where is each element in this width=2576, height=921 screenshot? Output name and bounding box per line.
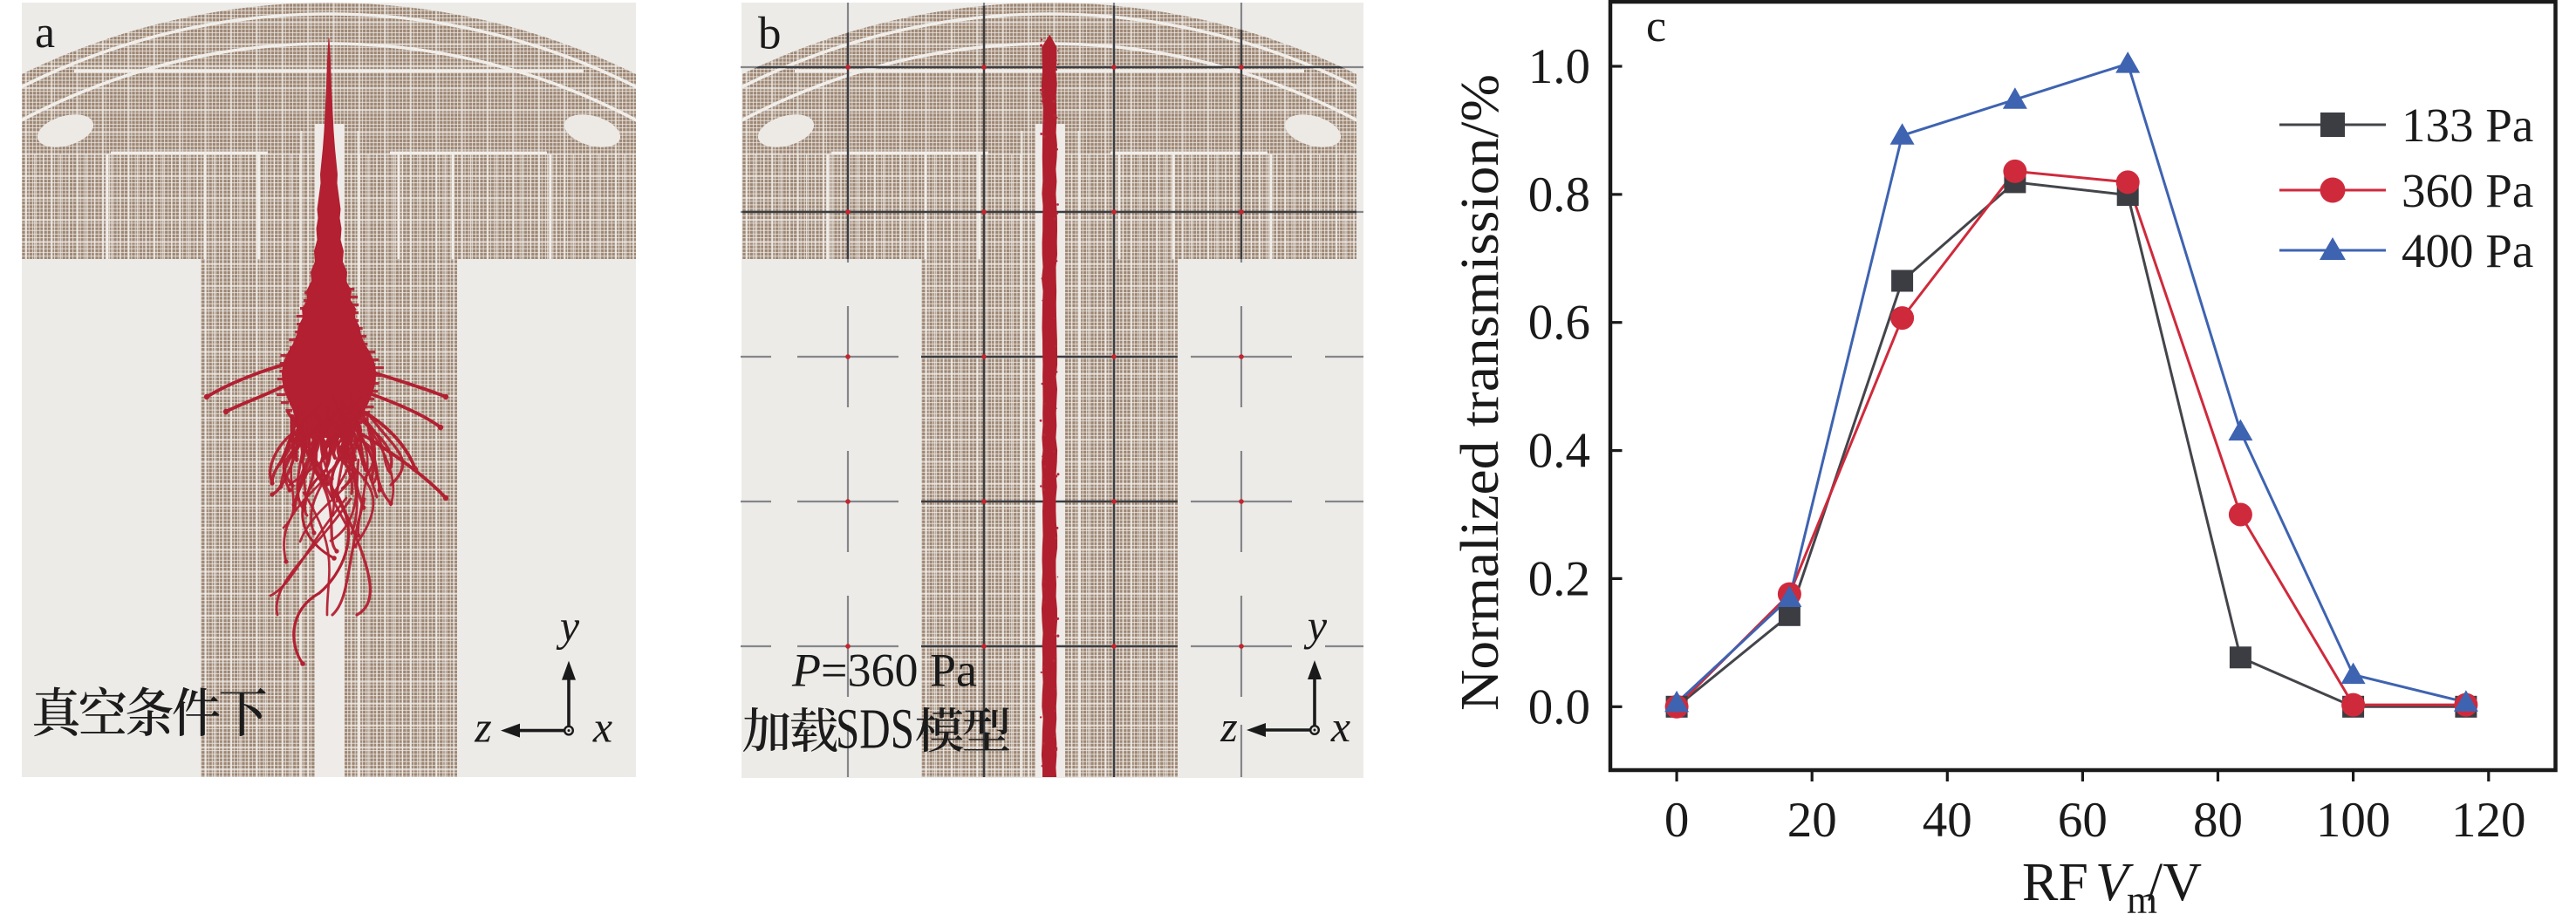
svg-text:b: b [758, 9, 782, 59]
svg-text:a: a [35, 8, 55, 58]
svg-text:1.0: 1.0 [1528, 39, 1590, 94]
svg-text:Normalized transmission/%: Normalized transmission/% [1451, 74, 1510, 711]
svg-text:100: 100 [2316, 793, 2391, 848]
svg-text:80: 80 [2193, 793, 2243, 848]
svg-text:0.0: 0.0 [1528, 679, 1590, 734]
svg-text:RF: RF [2022, 853, 2088, 912]
svg-text:/V: /V [2148, 853, 2202, 912]
svg-text:0.4: 0.4 [1528, 424, 1590, 479]
svg-text:y: y [556, 602, 580, 651]
svg-text:20: 20 [1787, 793, 1837, 848]
svg-text:x: x [1330, 702, 1350, 751]
svg-text:V: V [2095, 853, 2134, 912]
svg-text:y: y [1303, 601, 1328, 650]
svg-text:SDS: SDS [836, 698, 914, 761]
svg-text:m: m [2127, 878, 2157, 921]
svg-text:0: 0 [1664, 793, 1690, 848]
svg-text:0.8: 0.8 [1528, 167, 1590, 222]
svg-text:x: x [592, 703, 612, 752]
svg-text:133 Pa: 133 Pa [2402, 99, 2533, 152]
svg-text:120: 120 [2451, 793, 2526, 848]
svg-text:z: z [474, 703, 491, 752]
svg-text:P=360 Pa: P=360 Pa [791, 645, 977, 697]
svg-text:0.6: 0.6 [1528, 296, 1590, 351]
svg-text:c: c [1646, 2, 1666, 51]
svg-text:60: 60 [2058, 793, 2108, 848]
svg-text:0.2: 0.2 [1528, 551, 1590, 606]
svg-text:40: 40 [1923, 793, 1972, 848]
svg-text:z: z [1220, 702, 1237, 751]
svg-text:360 Pa: 360 Pa [2402, 164, 2533, 217]
svg-text:400 Pa: 400 Pa [2402, 224, 2533, 277]
